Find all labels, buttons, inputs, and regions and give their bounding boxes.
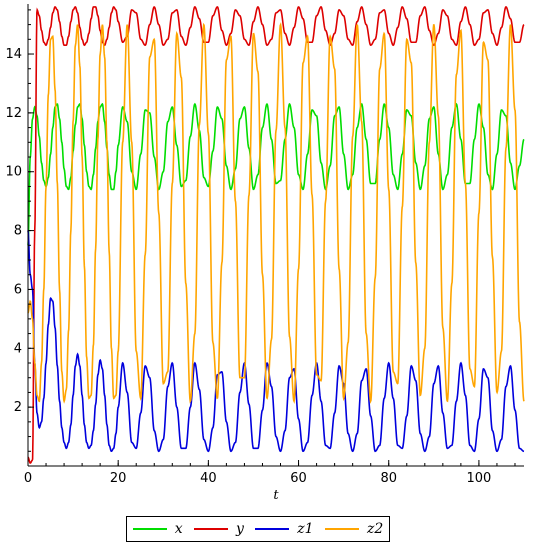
legend-swatch — [132, 528, 167, 530]
series-curves — [27, 5, 525, 464]
series-line-x — [27, 102, 525, 246]
y-tick-label: 8 — [14, 224, 22, 239]
x-tick-label: 60 — [290, 471, 307, 486]
legend-item-y: y — [193, 521, 244, 537]
x-tick-label: 100 — [466, 471, 491, 486]
chart-axes — [27, 4, 524, 467]
x-tick-label: 40 — [200, 471, 217, 486]
tick-group: 2 4 6 8 10 12 14 0 20 40 60 80 100 — [5, 9, 516, 486]
y-tick-label: 4 — [14, 341, 22, 356]
legend-item-z1: z1 — [255, 521, 314, 537]
x-axis-label: t — [273, 488, 279, 503]
series-line-z2 — [27, 22, 525, 405]
y-tick-label: 14 — [5, 47, 22, 62]
x-tick-label: 20 — [110, 471, 127, 486]
y-tick-label: 10 — [5, 165, 22, 180]
y-tick-label: 6 — [14, 282, 22, 297]
x-tick-label: 80 — [380, 471, 397, 486]
legend-label: x — [174, 521, 183, 537]
legend-item-x: x — [132, 521, 183, 537]
legend-label: z2 — [366, 521, 384, 537]
y-tick-label: 12 — [5, 106, 22, 121]
chart-legend: x y z1 z2 — [126, 516, 390, 542]
series-line-z1 — [27, 230, 525, 453]
legend-swatch — [193, 528, 228, 530]
series-line-y — [27, 5, 525, 464]
x-tick-label: 0 — [24, 471, 32, 486]
legend-swatch — [324, 528, 359, 530]
legend-label: z1 — [297, 521, 314, 537]
y-tick-label: 2 — [14, 400, 22, 415]
legend-item-z2: z2 — [324, 521, 384, 537]
legend-label: y — [235, 521, 244, 537]
legend-swatch — [255, 528, 290, 530]
